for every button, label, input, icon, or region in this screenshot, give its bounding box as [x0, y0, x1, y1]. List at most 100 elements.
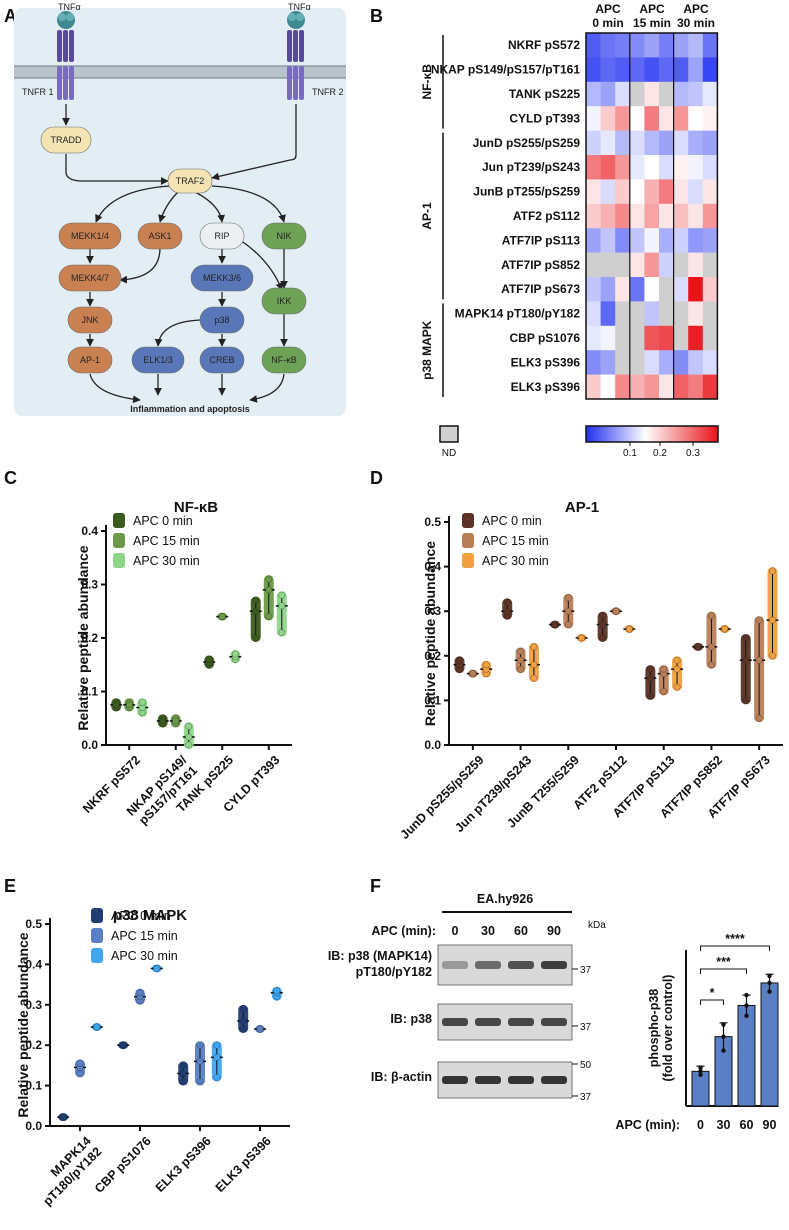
- heatmap-cell: [659, 203, 674, 229]
- chart-title: p38 MAPK: [113, 907, 187, 924]
- heatmap-row-label: CBP pS1076: [510, 331, 581, 345]
- data-point: [136, 989, 144, 997]
- y-tick-label: 0.0: [424, 738, 441, 752]
- heatmap-cell: [702, 81, 718, 107]
- data-point: [456, 656, 463, 664]
- heatmap-cell: [688, 106, 704, 131]
- data-point: [179, 1078, 187, 1085]
- receptor-tail: [69, 66, 74, 100]
- heatmap-cell: [673, 179, 689, 205]
- heatmap-cell: [629, 155, 645, 180]
- data-point: [256, 1025, 264, 1033]
- heatmap-cell: [629, 252, 645, 278]
- data-point: [564, 594, 572, 602]
- to-outcome-arrow: [249, 373, 285, 403]
- heatmap-cell: [673, 228, 689, 253]
- heatmap-cell: [586, 203, 601, 229]
- data-point: [252, 607, 260, 615]
- x-tick-label: ELK3 pS396: [153, 1134, 214, 1195]
- data-point: [530, 643, 538, 651]
- y-tick-label: 0.3: [424, 604, 441, 618]
- heatmap-cell: [586, 155, 601, 180]
- receptor-label-right: TNFR 2: [312, 87, 344, 97]
- heatmap-row-label: NKRF pS572: [508, 38, 580, 52]
- heatmap-cell: [688, 57, 704, 83]
- heatmap-cell: [673, 203, 689, 229]
- heatmap-cell: [586, 277, 601, 302]
- data-point: [469, 670, 477, 677]
- heatmap-cell: [702, 325, 718, 351]
- bar-data-point: [767, 989, 772, 994]
- lane-label: 60: [514, 924, 528, 938]
- bar: [760, 982, 779, 1107]
- panel-letter-e: E: [4, 876, 16, 896]
- heatmap-cell: [644, 130, 660, 156]
- node-traf2: TRAF2: [167, 168, 213, 194]
- data-point: [179, 1070, 187, 1077]
- x-tick-label: JunD pS255/pS259: [398, 753, 487, 842]
- data-point: [218, 613, 226, 620]
- data-point: [185, 722, 193, 730]
- heatmap-cell: [644, 155, 660, 180]
- heatmap-row-label: CYLD pT393: [509, 111, 580, 125]
- node-creb-label: CREB: [209, 355, 234, 365]
- node-jnk-label: JNK: [81, 315, 98, 325]
- heatmap-cell: [600, 57, 616, 83]
- heatmap-group-label: NF-κB: [420, 64, 434, 100]
- pathway-outcome-label: Inflammation and apoptosis: [130, 404, 250, 414]
- node-mekk14-label: MEKK1/4: [71, 231, 109, 241]
- node-mekk47-label: MEKK4/7: [71, 273, 109, 283]
- y-tick-label: 0.1: [25, 1079, 42, 1093]
- heatmap-cell: [702, 155, 718, 180]
- data-point: [647, 665, 654, 673]
- node-rip-label: RIP: [214, 231, 229, 241]
- heatmap-cell: [629, 203, 645, 229]
- heatmap-cell: [702, 228, 718, 253]
- chart-title: NF-κB: [174, 499, 218, 516]
- heatmap-cell: [702, 252, 718, 278]
- data-point: [769, 652, 776, 660]
- data-point: [755, 656, 763, 664]
- heatmap-cell: [615, 374, 631, 400]
- data-point: [153, 965, 161, 972]
- heatmap-cell: [673, 325, 689, 351]
- heatmap-cell: [702, 277, 718, 302]
- significance-label: ***: [716, 955, 731, 969]
- heatmap-cell: [659, 81, 674, 107]
- receptor-tail: [57, 66, 62, 100]
- significance-bracket: [700, 945, 770, 951]
- data-point: [647, 692, 654, 700]
- y-tick-label: 0.5: [25, 917, 42, 931]
- legend-label: APC 0 min: [111, 909, 171, 923]
- node-elk13: ELK1/3: [131, 346, 185, 374]
- heatmap-cell: [659, 325, 674, 351]
- heatmap-cell: [644, 374, 660, 400]
- legend-label: APC 30 min: [133, 554, 200, 568]
- data-point: [517, 647, 524, 655]
- heatmap-cell: [615, 301, 631, 327]
- heatmap-cell: [629, 33, 645, 58]
- bar-data-point: [767, 980, 772, 986]
- receptor-domain: [293, 30, 298, 62]
- panel-d: D AP-1 Relative peptide abundance 0.0 0.1 0.2…: [370, 468, 783, 842]
- heatmap-cell: [629, 374, 645, 400]
- data-point: [213, 1041, 221, 1049]
- bar-data-point: [744, 1003, 749, 1008]
- node-mekk14: MEKK1/4: [58, 222, 122, 250]
- data-point: [755, 616, 763, 624]
- heatmap-cell: [659, 57, 674, 83]
- data-point: [278, 629, 286, 637]
- node-mekk47: MEKK4/7: [58, 264, 122, 292]
- data-point: [213, 1053, 221, 1061]
- y-axis-label: Relative peptide abundance: [422, 541, 438, 726]
- heatmap-cell: [702, 130, 718, 156]
- blot-band: [541, 1076, 567, 1084]
- receptor-domain: [69, 30, 74, 62]
- x-tick-label: ELK3 pS396: [213, 1134, 274, 1195]
- y-tick-label: 0.4: [81, 524, 98, 538]
- y-axis-label: Relative peptide abundance: [75, 545, 91, 730]
- heatmap-cell: [688, 130, 704, 156]
- legend-label: APC 15 min: [482, 534, 549, 548]
- legend-tick-label: 0.2: [653, 448, 667, 459]
- y-tick-label: 0.0: [25, 1119, 42, 1133]
